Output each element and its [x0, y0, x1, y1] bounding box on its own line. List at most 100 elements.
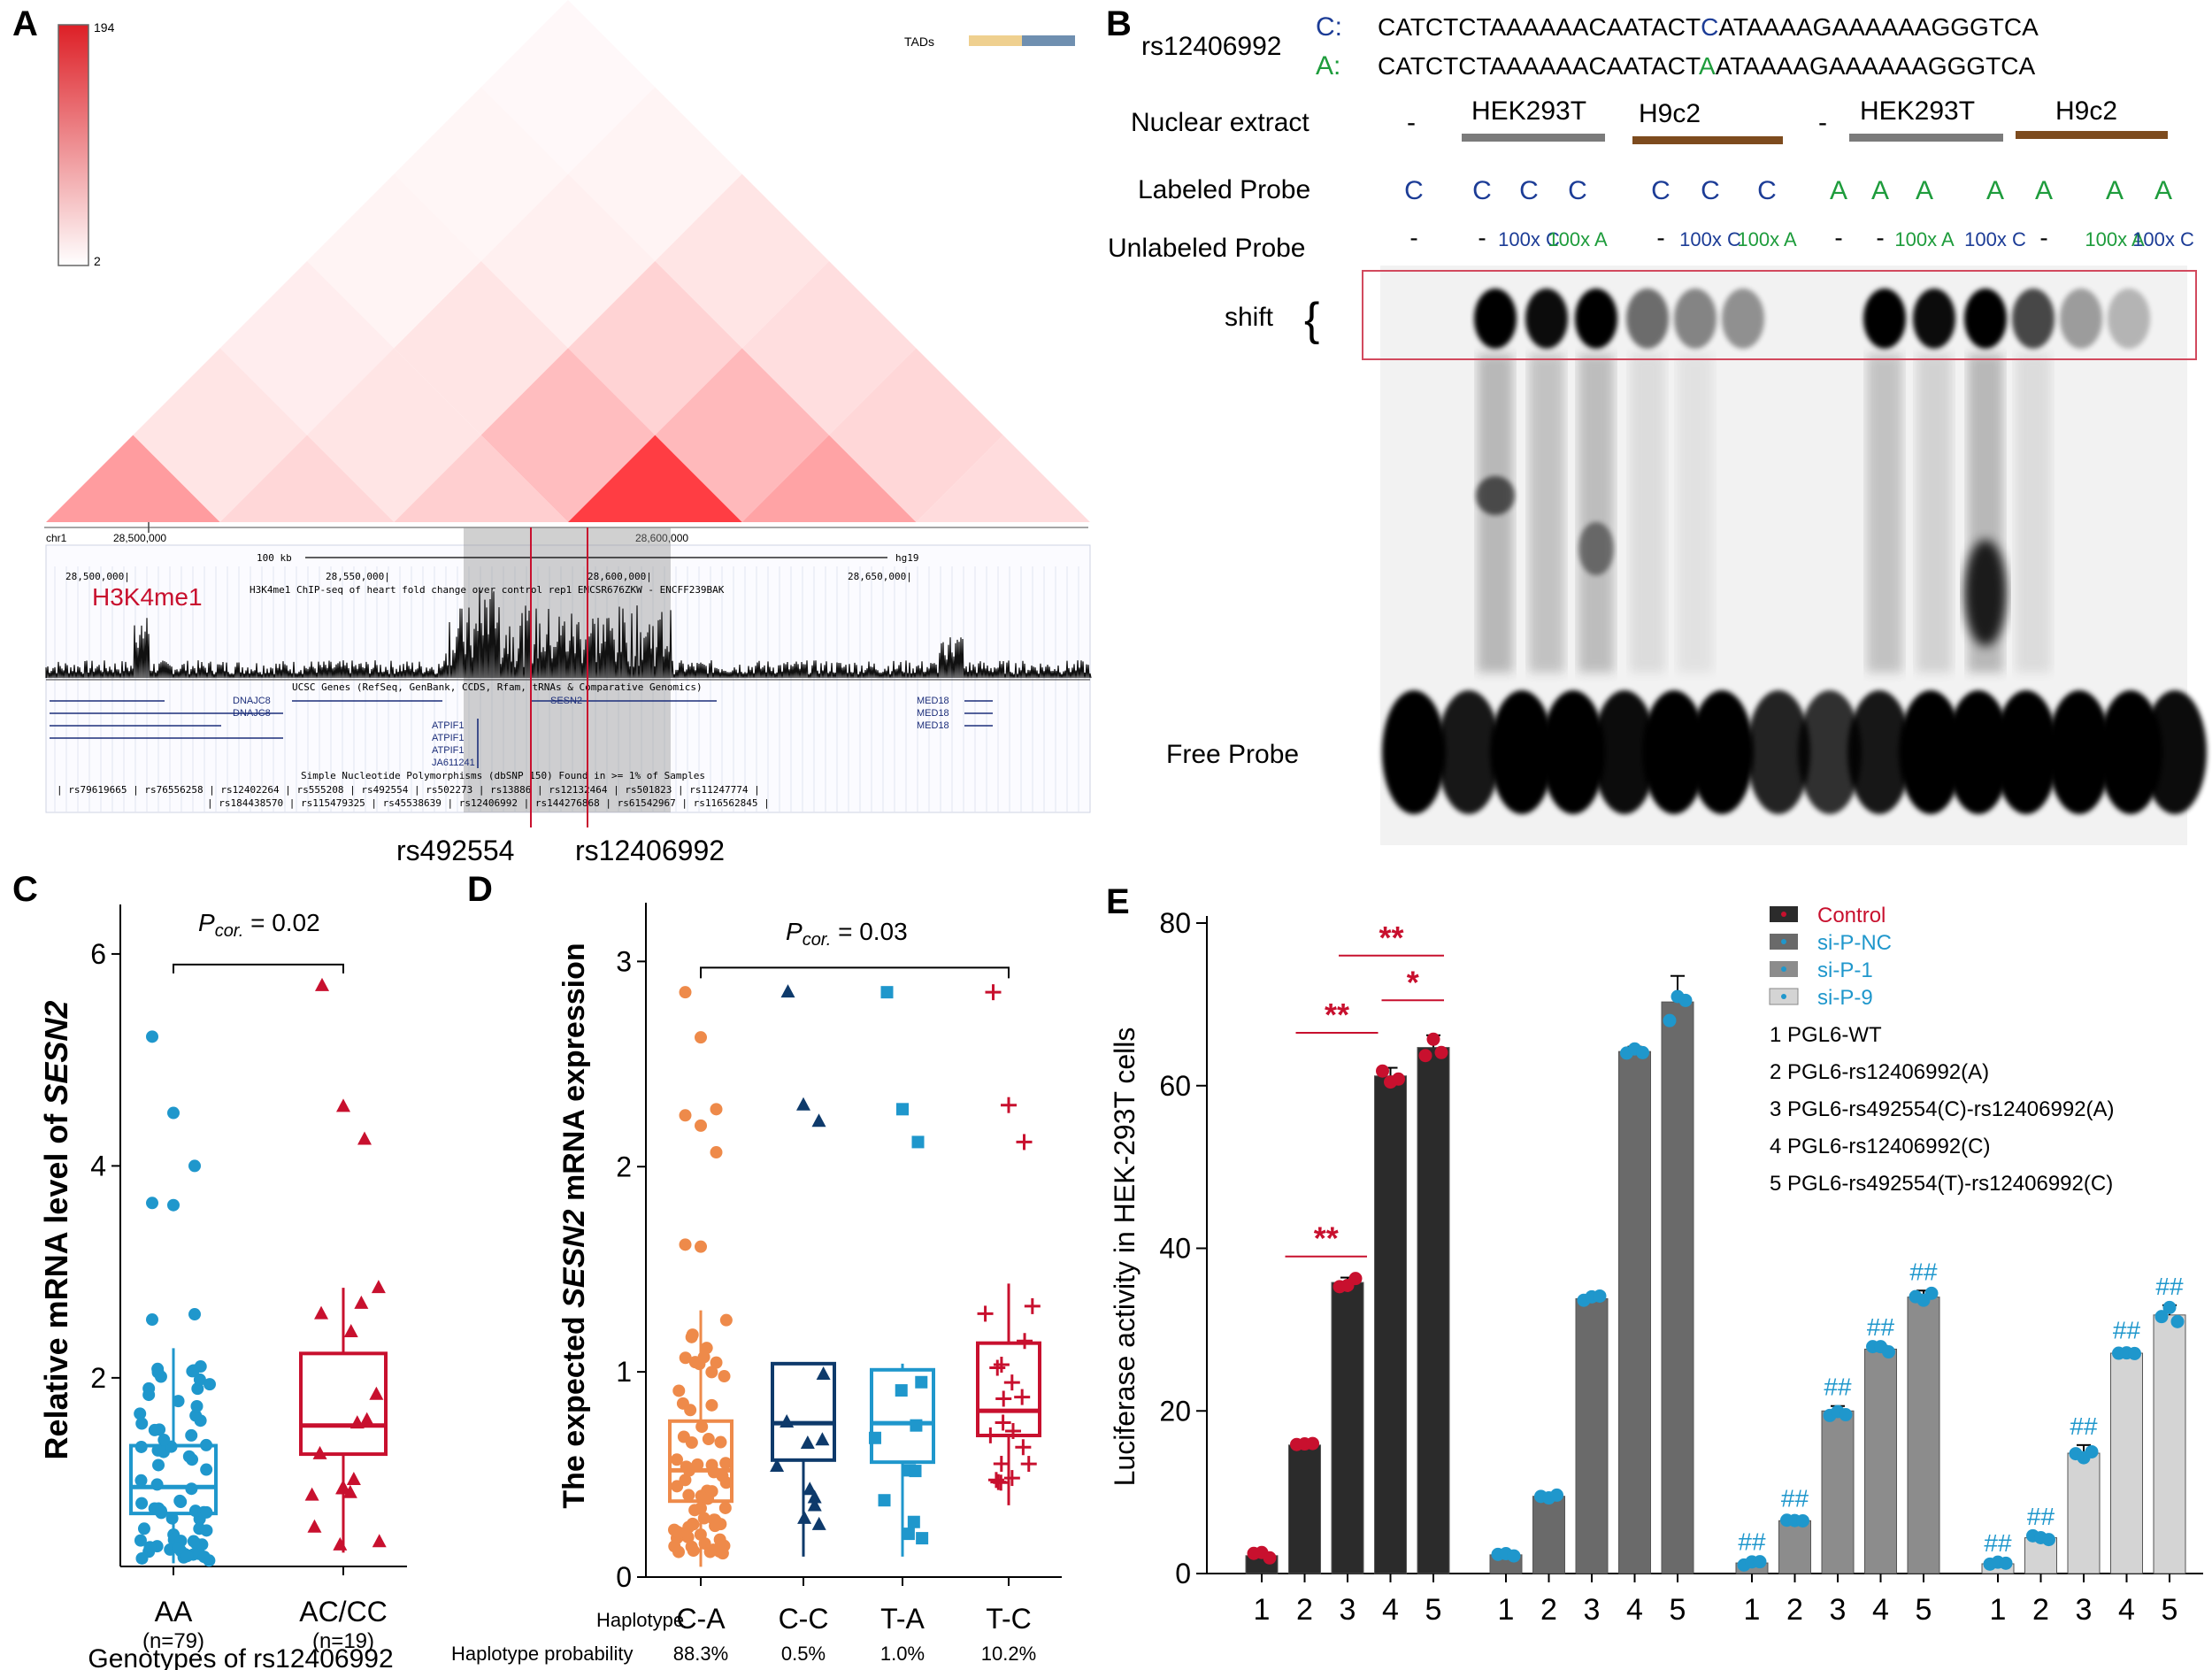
scale-max-label: 194	[94, 20, 115, 35]
browser-gridlines	[54, 566, 1079, 812]
bar-si-P-NC-5	[1661, 1001, 1694, 1574]
y-tick-label: 6	[90, 938, 106, 970]
x-tick-label: 2	[1540, 1593, 1557, 1627]
bar-Control-5	[1417, 1047, 1450, 1574]
data-point	[354, 1295, 369, 1309]
sig-2-3: **	[1314, 1220, 1339, 1257]
data-point	[684, 1404, 697, 1417]
shift-band	[1913, 289, 1955, 349]
unlabeled-probe-14: 100x C	[2132, 228, 2194, 250]
allele-a-label: A:	[1316, 51, 1340, 81]
gene-atpif1-3: ATPIF1	[432, 745, 464, 756]
h9c2-bar-1	[1632, 136, 1783, 144]
c-group-accc: AC/CC	[299, 1596, 388, 1628]
significance-bracket	[173, 963, 344, 974]
data-point	[372, 1534, 387, 1548]
data-point	[167, 1106, 180, 1120]
haplotype-T-A: T-A	[880, 1603, 925, 1635]
h9c2-label-2: H9c2	[2055, 96, 2117, 126]
callout-rs492554: rs492554	[396, 835, 514, 866]
chip-signal	[45, 587, 1092, 679]
construct-3: 3 PGL6-rs492554(C)-rs12406992(A)	[1770, 1097, 2115, 1121]
gene-atpif1-2: ATPIF1	[432, 733, 464, 743]
c-ylabel: Relative mRNA level of SESN2	[38, 1001, 74, 1460]
sig-hash: ##	[2113, 1316, 2141, 1343]
d-prob-ca: 88.3%	[673, 1643, 728, 1665]
data-point	[200, 1463, 213, 1476]
shift-highlight-box	[1362, 270, 2197, 360]
free-probe-band	[1541, 690, 1605, 814]
c-n-accc: (n=19)	[312, 1629, 374, 1653]
data-point	[671, 1480, 684, 1493]
scale-bar-label: 100 kb	[257, 552, 292, 564]
gene-atpif1-1: ATPIF1	[432, 720, 464, 731]
labeled-probe-9: A	[1871, 176, 1889, 205]
data-point	[800, 1435, 815, 1450]
free-probe-band	[1798, 690, 1862, 814]
hic-cell	[829, 348, 1003, 522]
chip-track-desc: H3K4me1 ChIP-seq of heart fold change ov…	[250, 584, 725, 596]
hic-cell	[480, 348, 656, 522]
data-point	[143, 1541, 157, 1554]
data-point	[152, 1458, 165, 1472]
x-tick-label: 5	[1425, 1593, 1442, 1627]
data-point	[702, 1433, 715, 1446]
x-tick-label: 1	[1254, 1593, 1271, 1627]
bar-Control-3	[1331, 1281, 1364, 1574]
data-point	[911, 1135, 925, 1149]
data-point	[1507, 1549, 1521, 1563]
sig-4-5: *	[1407, 964, 1419, 1000]
y-tick-label: 1	[616, 1356, 632, 1388]
sig-hash: ##	[1781, 1485, 1809, 1512]
data-point	[685, 1435, 698, 1449]
data-point	[702, 1492, 715, 1505]
data-point	[343, 1324, 358, 1338]
x-tick-label: 1	[1498, 1593, 1515, 1627]
data-point	[146, 1030, 158, 1043]
data-point	[1999, 1556, 2013, 1570]
labeled-probe-8: A	[1830, 176, 1847, 205]
gel-spot	[1964, 540, 2007, 646]
c-n-aa: (n=79)	[142, 1629, 204, 1653]
legend-si-p-9: si-P-9	[1817, 986, 1873, 1010]
gene-ja611241: JA611241	[432, 758, 475, 768]
panel-c-label: C	[12, 870, 38, 909]
data-point	[714, 1435, 727, 1449]
data-point	[878, 1494, 891, 1507]
hek-bar-2	[1849, 134, 2003, 142]
labeled-probe-11: A	[1986, 176, 2004, 205]
haplotype-C-A: C-A	[676, 1603, 726, 1635]
panel-d-label: D	[467, 870, 493, 909]
row-label-nuclear: Nuclear extract	[1131, 108, 1310, 137]
data-point	[1418, 1049, 1432, 1063]
unlabeled-probe-2: -	[1478, 224, 1486, 251]
data-point	[902, 1528, 915, 1541]
ruler-4: 28,650,000|	[848, 571, 912, 582]
data-point	[807, 1497, 822, 1512]
data-point	[1882, 1345, 1895, 1359]
data-point	[2162, 1300, 2177, 1314]
tad-bar-2	[1022, 35, 1075, 46]
labeled-probe-6: C	[1701, 176, 1720, 205]
shift-band	[2108, 289, 2150, 349]
hek-label-2: HEK293T	[1860, 96, 1975, 126]
x-tick-label: 3	[1584, 1593, 1601, 1627]
panel-c: C Relative mRNA level of SESN2 2 4 6 Pcor.…	[12, 870, 407, 1670]
data-point	[907, 1515, 920, 1528]
hic-contact-map	[46, 0, 1090, 522]
c-group-aa: AA	[155, 1596, 193, 1628]
coord-label-2: 28,600,000	[635, 532, 688, 544]
data-point	[185, 1482, 198, 1496]
x-tick-label: 1	[1744, 1593, 1761, 1627]
hic-cell	[568, 435, 742, 522]
unlabeled-probe-13: 100x A	[2085, 228, 2145, 250]
gene-track	[50, 700, 993, 768]
data-point	[2128, 1346, 2141, 1360]
x-tick-label: 5	[2162, 1593, 2178, 1627]
data-point	[710, 1146, 723, 1159]
assembly-label: hg19	[895, 552, 919, 564]
data-point	[2085, 1444, 2099, 1458]
data-point	[672, 1545, 686, 1558]
gene-med18-3: MED18	[917, 720, 949, 731]
panel-e: E Luciferase activity in HEK-293T cells …	[1106, 882, 2203, 1627]
